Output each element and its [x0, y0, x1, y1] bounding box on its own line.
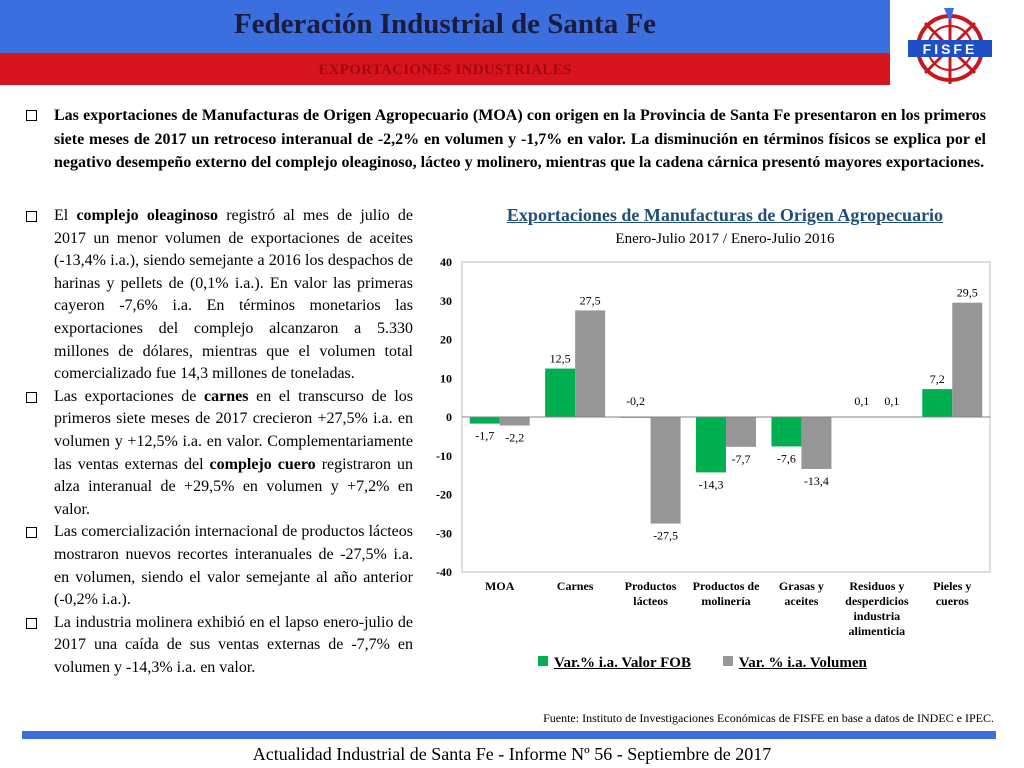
y-tick-label: 0 [446, 410, 452, 424]
data-label: 27,5 [580, 293, 601, 307]
checkbox-bullet-icon [26, 211, 37, 222]
bar [575, 310, 606, 417]
x-tick-label: Carnes [557, 579, 594, 593]
x-tick-label: Pieles y [933, 579, 971, 593]
header-bar [0, 0, 890, 53]
list-item: La industria molinera exhibió en el laps… [26, 612, 413, 680]
list-item: Las comercialización internacional de pr… [26, 521, 413, 611]
chart-subtitle: Enero-Julio 2017 / Enero-Julio 2016 [615, 231, 835, 247]
y-tick-label: 40 [440, 255, 452, 269]
data-label: -7,7 [732, 452, 751, 466]
x-tick-label: MOA [485, 579, 515, 593]
chart-title: Exportaciones de Manufacturas de Origen … [506, 205, 944, 225]
x-tick-label: Residuos y [849, 579, 904, 593]
checkbox-bullet-icon [26, 110, 37, 121]
page-title: Federación Industrial de Santa Fe [233, 8, 657, 40]
logo-text: FISFE [923, 41, 978, 57]
data-label: -7,6 [777, 451, 796, 465]
x-tick-label: desperdicios [845, 594, 909, 608]
bar [469, 417, 500, 424]
footer-bar [22, 731, 996, 739]
x-tick-label: aceites [784, 594, 818, 608]
legend-swatch [722, 656, 733, 666]
intro-paragraph: Las exportaciones de Manufacturas de Ori… [26, 104, 986, 175]
data-label: -0,2 [626, 394, 645, 408]
data-label: -13,4 [804, 474, 829, 488]
bar [650, 417, 681, 524]
bullet-list: El complejo oleaginoso registró al mes d… [26, 205, 413, 680]
checkbox-bullet-icon [26, 527, 37, 539]
data-label: -1,7 [475, 429, 494, 443]
x-tick-label: cueros [936, 594, 969, 608]
intro-text: Las exportaciones de Manufacturas de Ori… [54, 107, 986, 172]
checkbox-bullet-icon [26, 391, 37, 403]
data-label: -27,5 [653, 529, 678, 543]
y-tick-label: 30 [440, 294, 452, 308]
data-label: 0,1 [854, 394, 869, 408]
section-title: EXPORTACIONES INDUSTRIALES [318, 62, 572, 78]
x-tick-label: alimenticia [849, 624, 906, 638]
checkbox-bullet-icon [26, 617, 37, 629]
list-item: El complejo oleaginoso registró al mes d… [26, 205, 413, 386]
bar [545, 368, 576, 417]
data-label: 29,5 [957, 286, 978, 300]
bar [952, 302, 983, 417]
x-tick-label: molinería [701, 594, 750, 608]
data-label: 7,2 [930, 372, 945, 386]
y-tick-label: -10 [436, 449, 452, 463]
x-tick-label: Productos de [693, 579, 760, 593]
y-tick-label: -20 [436, 488, 452, 502]
bar [801, 417, 832, 469]
x-tick-label: industria [854, 609, 901, 623]
subheader-bar [0, 53, 890, 85]
data-label: -14,3 [699, 477, 724, 491]
y-tick-label: 20 [440, 333, 452, 347]
x-tick-label: Productos [625, 579, 677, 593]
legend-swatch [538, 656, 548, 666]
legend-item-volumen: Var. % i.a. Volumen [722, 655, 867, 672]
y-tick-label: -40 [436, 565, 452, 579]
bar [726, 417, 756, 447]
x-tick-label: lácteos [633, 594, 668, 608]
data-label: 12,5 [550, 352, 571, 366]
footer-text: Actualidad Industrial de Santa Fe - Info… [252, 744, 772, 764]
list-item: Las exportaciones de carnes en el transc… [26, 386, 413, 522]
bar-chart: 40 30 20 10 0 -10 -20 -30 -40 -1,7 -2,2 MOA 12,5 27,5… [436, 255, 991, 638]
x-tick-label: Grasas y [779, 579, 824, 593]
bar [922, 389, 953, 417]
legend-item-valor: Var.% i.a. Valor FOB [538, 655, 691, 672]
data-label: -2,2 [505, 431, 524, 445]
bar [499, 417, 530, 426]
y-tick-label: 10 [440, 371, 452, 385]
bar [771, 417, 802, 447]
chart-legend: Var.% i.a. Valor FOB Var. % i.a. Volumen [538, 655, 895, 672]
source-note: Fuente: Instituto de Investigaciones Eco… [543, 711, 994, 725]
fisfe-logo: FISFE [908, 8, 992, 84]
data-label: 0,1 [884, 394, 899, 408]
y-tick-label: -30 [436, 526, 452, 540]
bar [696, 417, 726, 473]
